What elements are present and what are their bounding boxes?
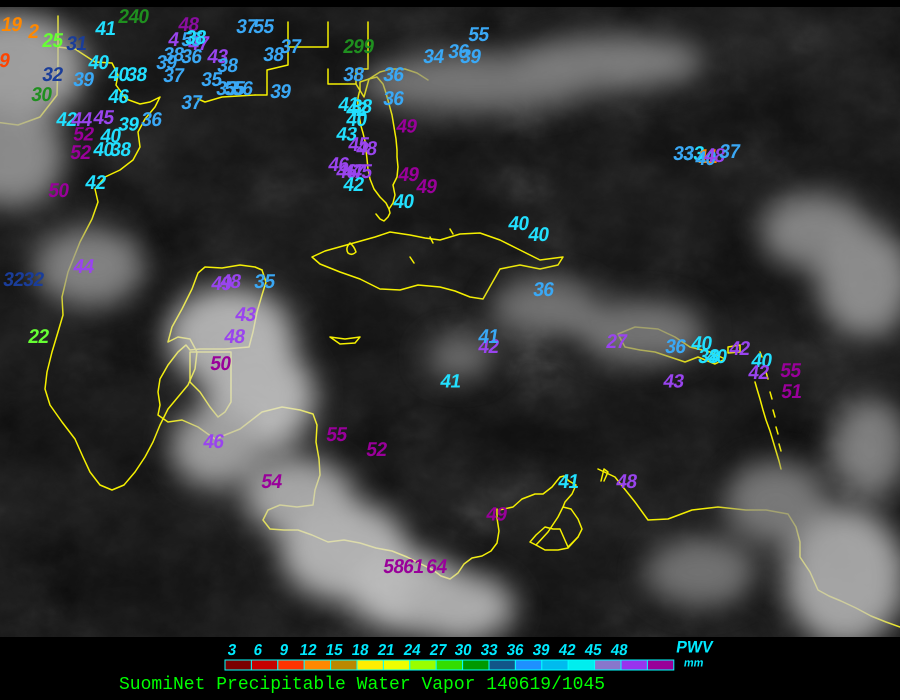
svg-text:42: 42: [558, 642, 577, 659]
svg-text:21: 21: [377, 642, 397, 659]
svg-text:48: 48: [610, 642, 630, 659]
svg-text:mm: mm: [683, 657, 704, 669]
svg-text:30: 30: [454, 642, 473, 659]
svg-text:SuomiNet Precipitable Water Va: SuomiNet Precipitable Water Vapor 140619…: [119, 675, 605, 695]
svg-text:27: 27: [429, 642, 448, 659]
svg-text:24: 24: [403, 642, 423, 659]
svg-text:15: 15: [325, 642, 345, 659]
svg-text:45: 45: [584, 642, 604, 659]
svg-text:36: 36: [506, 642, 526, 659]
svg-text:39: 39: [532, 642, 552, 659]
svg-text:33: 33: [480, 642, 500, 659]
svg-text:12: 12: [299, 642, 318, 659]
svg-text:18: 18: [351, 642, 371, 659]
svg-text:PWV: PWV: [675, 639, 714, 657]
